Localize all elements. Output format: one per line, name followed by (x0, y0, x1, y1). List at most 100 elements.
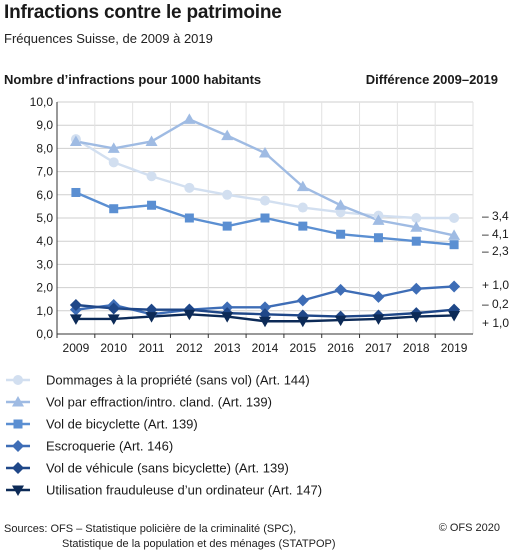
y-tick-label: 5,0 (36, 211, 53, 225)
data-point (411, 213, 422, 223)
difference-label: + 1,0 (482, 316, 509, 330)
legend-marker (12, 396, 24, 407)
y-tick-label: 4,0 (36, 234, 53, 248)
x-tick-label: 2019 (441, 341, 468, 355)
difference-label: – 0,2 (482, 297, 509, 311)
data-point (109, 204, 119, 214)
y-tick-label: 6,0 (36, 188, 53, 202)
data-point (69, 135, 82, 146)
data-point (71, 187, 81, 197)
y-axis-label: Nombre d’infractions pour 1000 habitants (4, 72, 262, 87)
difference-labels: – 3,4 – 4,1 – 2,3 + 1,0 – 0,2 + 1,0 (482, 209, 509, 330)
difference-label: – 2,3 (482, 244, 509, 258)
data-point (448, 280, 461, 293)
data-point (297, 202, 308, 213)
legend-marker (13, 419, 23, 429)
series-markers (69, 113, 461, 328)
legend-label: Escroquerie (Art. 146) (46, 439, 173, 454)
sources-line-2: Statistique de la population et des ména… (62, 538, 336, 550)
y-tick-label: 0,0 (36, 327, 53, 341)
legend-marker (12, 462, 24, 474)
x-tick-label: 2011 (139, 341, 165, 355)
legend-label: Vol de bicyclette (Art. 139) (46, 417, 198, 432)
data-point (448, 310, 461, 322)
data-point (183, 113, 196, 124)
data-point (334, 283, 347, 296)
legend-item: Vol de véhicule (sans bicyclette) (Art. … (6, 461, 289, 476)
data-point (298, 221, 308, 231)
line-chart: 0,0 1,0 2,0 3,0 4,0 5,0 6,0 7,0 8,0 9,0 10,0 2009 2… (6, 95, 509, 498)
x-tick-label: 2014 (252, 341, 279, 355)
x-tick-label: 2009 (63, 341, 90, 355)
chart-title: Infractions contre le patrimoine (4, 2, 282, 23)
legend: Dommages à la propriété (sans vol) (Art.… (6, 373, 322, 498)
data-point (69, 299, 82, 311)
sources-line-1: Sources: OFS – Statistique policière de … (4, 523, 297, 535)
data-point (108, 157, 119, 168)
data-point (372, 214, 385, 225)
legend-item: Vol par effraction/intro. cland. (Art. 1… (6, 395, 272, 410)
data-point (334, 199, 347, 210)
data-point (449, 240, 459, 250)
x-tick-label: 2015 (289, 341, 316, 355)
data-point (334, 315, 347, 327)
y-tick-label: 1,0 (36, 304, 53, 318)
data-point (221, 312, 234, 323)
legend-marker (12, 485, 24, 496)
copyright: © OFS 2020 (438, 522, 500, 534)
data-point (184, 182, 195, 193)
data-point (449, 213, 460, 223)
data-point (372, 290, 385, 303)
data-point (448, 229, 461, 240)
data-point (259, 301, 271, 314)
difference-label: – 4,1 (482, 227, 509, 241)
data-point (69, 314, 82, 325)
y-tick-label: 9,0 (36, 118, 53, 132)
data-point (410, 312, 423, 323)
data-point (107, 314, 120, 325)
data-point (260, 213, 270, 223)
y-tick-labels: 0,0 1,0 2,0 3,0 4,0 5,0 6,0 7,0 8,0 9,0 10,0 (30, 95, 54, 341)
x-tick-label: 2017 (365, 341, 392, 355)
legend-item: Utilisation frauduleuse d’un ordinateur … (6, 483, 322, 498)
y-tick-label: 8,0 (36, 141, 53, 155)
legend-label: Vol par effraction/intro. cland. (Art. 1… (46, 395, 272, 410)
legend-label: Dommages à la propriété (sans vol) (Art.… (46, 373, 310, 388)
data-point (296, 294, 309, 307)
y-tick-label: 7,0 (36, 165, 53, 179)
legend-item: Dommages à la propriété (sans vol) (Art.… (6, 373, 310, 388)
difference-label: + 1,0 (482, 278, 509, 292)
legend-label: Utilisation frauduleuse d’un ordinateur … (46, 483, 322, 498)
data-point (410, 221, 423, 232)
legend-item: Vol de bicyclette (Art. 139) (6, 417, 198, 432)
y-tick-label: 10,0 (30, 95, 54, 109)
data-point (296, 316, 309, 328)
data-point (373, 233, 383, 243)
x-tick-label: 2010 (100, 341, 127, 355)
legend-item: Escroquerie (Art. 146) (6, 439, 173, 454)
difference-label: – 3,4 (482, 209, 509, 223)
data-point (260, 195, 270, 206)
y-tick-label: 2,0 (36, 281, 53, 295)
x-tick-label: 2012 (176, 341, 203, 355)
chart-subtitle: Fréquences Suisse, de 2009 à 2019 (4, 31, 213, 46)
data-point (145, 312, 158, 323)
data-point (222, 221, 232, 231)
data-point (146, 171, 157, 182)
y-tick-label: 3,0 (36, 257, 53, 271)
legend-marker (13, 375, 23, 385)
data-point (410, 282, 423, 295)
data-point (145, 135, 158, 146)
sources-note: Sources: OFS – Statistique policière de … (4, 522, 336, 552)
data-point (222, 189, 233, 200)
x-tick-label: 2016 (327, 341, 354, 355)
data-point (107, 302, 120, 315)
data-point (107, 142, 120, 153)
data-point (296, 180, 309, 192)
difference-header: Différence 2009–2019 (365, 72, 498, 87)
data-point (259, 147, 271, 158)
data-point (259, 316, 271, 328)
data-point (336, 229, 346, 239)
data-point (183, 309, 196, 321)
data-point (184, 213, 194, 223)
